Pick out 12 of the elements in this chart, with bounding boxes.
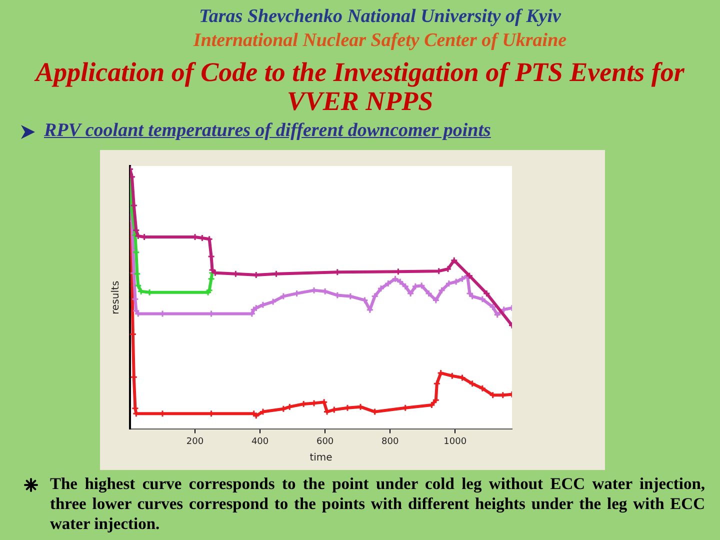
text: International Nuclear Safety Center of Ukraine bbox=[192, 30, 568, 52]
x-tick-label: 200 bbox=[186, 436, 204, 447]
x-axis-title: time bbox=[310, 452, 332, 464]
chart-title: Application of Code to the Investigation of PTS Events for VVER NPPS bbox=[33, 57, 686, 116]
x-tick-label: 1000 bbox=[444, 436, 467, 447]
y-axis-title: results bbox=[110, 280, 122, 314]
text: The highest curve corresponds to the point under cold leg without ECC water injection, three lower curves correspond to the points with different heights under the leg with ECC water injection. bbox=[50, 474, 705, 534]
x-tick-label: 600 bbox=[316, 436, 334, 447]
chart-subtitle: RPV coolant temperatures of different downcomer points bbox=[44, 120, 491, 142]
x-tick-label: 800 bbox=[381, 436, 399, 447]
x-tick-label: 400 bbox=[251, 436, 269, 447]
text: Taras Shevchenko National University of Kyiv bbox=[198, 6, 562, 28]
